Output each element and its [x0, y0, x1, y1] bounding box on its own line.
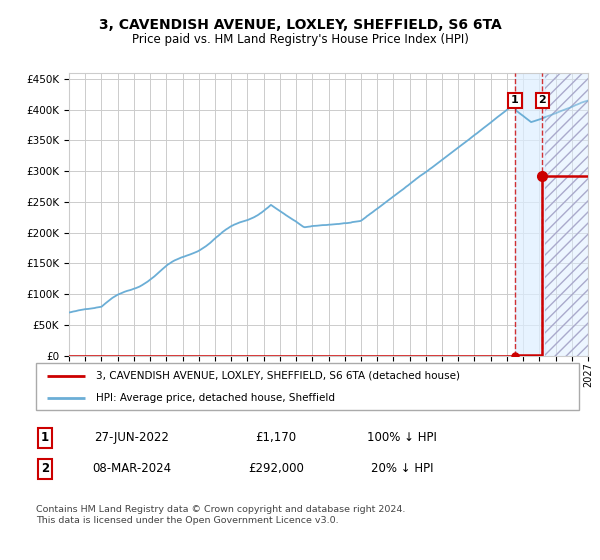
- Bar: [545, 73, 588, 356]
- Text: 1: 1: [511, 95, 519, 105]
- Text: 3, CAVENDISH AVENUE, LOXLEY, SHEFFIELD, S6 6TA (detached house): 3, CAVENDISH AVENUE, LOXLEY, SHEFFIELD, …: [96, 371, 460, 381]
- Bar: [545, 73, 588, 356]
- Text: 2: 2: [41, 462, 49, 475]
- Text: 20% ↓ HPI: 20% ↓ HPI: [371, 462, 433, 475]
- Text: 27-JUN-2022: 27-JUN-2022: [95, 431, 169, 445]
- Text: 3, CAVENDISH AVENUE, LOXLEY, SHEFFIELD, S6 6TA: 3, CAVENDISH AVENUE, LOXLEY, SHEFFIELD, …: [98, 18, 502, 32]
- FancyBboxPatch shape: [36, 363, 579, 410]
- Text: Contains HM Land Registry data © Crown copyright and database right 2024.
This d: Contains HM Land Registry data © Crown c…: [36, 505, 406, 525]
- Text: 2: 2: [538, 95, 546, 105]
- Bar: [515, 73, 545, 356]
- Text: 1: 1: [41, 431, 49, 445]
- Text: 100% ↓ HPI: 100% ↓ HPI: [367, 431, 437, 445]
- Text: Price paid vs. HM Land Registry's House Price Index (HPI): Price paid vs. HM Land Registry's House …: [131, 32, 469, 46]
- Text: HPI: Average price, detached house, Sheffield: HPI: Average price, detached house, Shef…: [96, 393, 335, 403]
- Text: £292,000: £292,000: [248, 462, 304, 475]
- Text: £1,170: £1,170: [256, 431, 296, 445]
- Text: 08-MAR-2024: 08-MAR-2024: [92, 462, 172, 475]
